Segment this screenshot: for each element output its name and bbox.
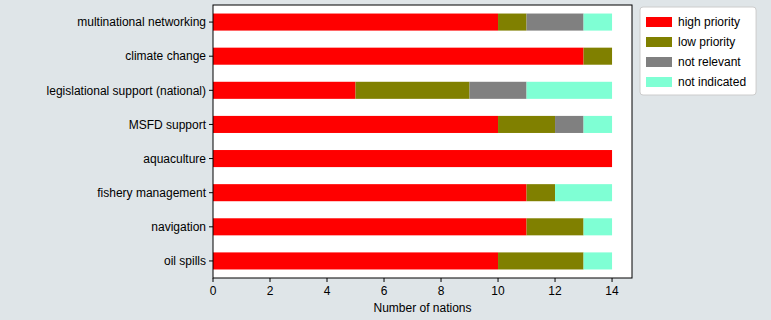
x-tick [498, 278, 499, 282]
category-label: fishery management [97, 186, 206, 200]
bar [498, 116, 555, 133]
x-tick-label: 4 [324, 284, 331, 298]
category-label: oil spills [164, 254, 206, 268]
bar [498, 14, 527, 31]
legend-box [640, 7, 756, 95]
y-tick [209, 158, 213, 159]
plot-frame [213, 5, 632, 278]
x-tick [441, 278, 442, 282]
x-tick-label: 8 [438, 284, 445, 298]
bar [527, 184, 556, 201]
y-tick [209, 56, 213, 57]
bar [584, 48, 613, 65]
bars [213, 14, 612, 270]
bar [555, 116, 584, 133]
legend-swatch [646, 37, 672, 47]
y-tick [209, 260, 213, 261]
chart-container: multinational networking climate change le… [0, 0, 771, 320]
y-tick [209, 192, 213, 193]
bar [584, 116, 613, 133]
bar [584, 252, 613, 269]
legend-swatch [646, 17, 672, 27]
legend-swatch [646, 57, 672, 67]
y-tick-labels: multinational networking climate change le… [47, 15, 207, 268]
category-label: aquaculture [143, 152, 206, 166]
bar [213, 82, 356, 99]
x-tick-label: 2 [267, 284, 274, 298]
plot-background [213, 5, 632, 278]
bar [612, 150, 613, 167]
x-tick-label: 0 [210, 284, 217, 298]
legend: high priority low priority not relevant not… [640, 7, 756, 95]
bar [213, 218, 527, 235]
y-tick [209, 226, 213, 227]
x-tick [270, 278, 271, 282]
bar [213, 14, 498, 31]
category-label: climate change [125, 49, 206, 63]
category-label: navigation [151, 220, 206, 234]
bar [612, 48, 613, 65]
bar [213, 184, 527, 201]
x-tick-label: 12 [548, 284, 562, 298]
bar [356, 82, 470, 99]
bar [612, 150, 613, 167]
bar [470, 82, 527, 99]
category-label: legislational support (national) [47, 84, 206, 98]
x-tick [384, 278, 385, 282]
chart-svg: multinational networking climate change le… [0, 0, 771, 320]
x-tick [612, 278, 613, 282]
y-tick [209, 90, 213, 91]
x-tick [555, 278, 556, 282]
legend-label: low priority [678, 35, 735, 49]
bar [527, 82, 613, 99]
category-label: multinational networking [77, 15, 206, 29]
y-tick [209, 22, 213, 23]
bar [213, 48, 584, 65]
bar [527, 14, 584, 31]
bar [213, 252, 498, 269]
bar [612, 150, 613, 167]
legend-label: not relevant [678, 55, 741, 69]
x-axis: 0 2 4 6 8 10 12 14 [210, 278, 619, 298]
x-tick-label: 14 [605, 284, 619, 298]
bar [527, 218, 584, 235]
x-tick [213, 278, 214, 282]
x-tick-label: 10 [491, 284, 505, 298]
legend-swatch [646, 77, 672, 87]
x-tick-label: 6 [381, 284, 388, 298]
x-tick [327, 278, 328, 282]
bar [213, 150, 612, 167]
bar [213, 116, 498, 133]
bar [584, 14, 613, 31]
bar [584, 218, 613, 235]
bar [498, 252, 584, 269]
x-axis-title: Number of nations [373, 301, 471, 315]
bar [555, 184, 612, 201]
bar [612, 48, 613, 65]
legend-label: high priority [678, 15, 740, 29]
category-label: MSFD support [129, 118, 207, 132]
legend-label: not indicated [678, 75, 746, 89]
y-tick [209, 124, 213, 125]
